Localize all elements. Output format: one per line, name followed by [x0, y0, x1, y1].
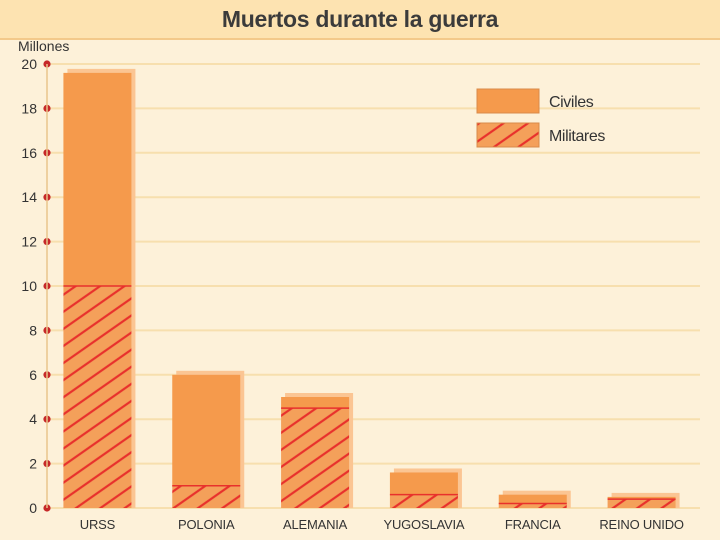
bar-chart: 0 2 4 6 8 10 12 14 16 18 20 URSS POLONIA ALEMANIA YUG…	[18, 40, 700, 532]
bar-militares-francia	[498, 503, 567, 508]
chart-header: Muertos durante la guerra	[0, 0, 720, 40]
y-axis-label: Millones	[18, 40, 69, 54]
y-tick-label: 12	[21, 234, 37, 250]
legend-label-militares: Militares	[549, 128, 605, 145]
bar-militares-alemania	[281, 408, 350, 508]
y-tick-label: 10	[21, 278, 37, 294]
x-category-label: REINO UNIDO	[599, 517, 684, 532]
grid-lines	[47, 63, 700, 509]
y-tick-label: 6	[29, 367, 37, 383]
x-category-label: ALEMANIA	[283, 517, 348, 532]
chart-title: Muertos durante la guerra	[221, 5, 499, 32]
y-tick-label: 2	[29, 456, 37, 472]
y-tick-label: 8	[29, 322, 37, 338]
y-tick-label: 18	[21, 100, 37, 116]
bar-civiles-polonia	[172, 374, 241, 486]
y-tick-label: 14	[21, 189, 37, 205]
bar-civiles-alemania	[281, 397, 350, 409]
bar-civiles-reino-unido	[607, 496, 676, 500]
legend-swatch-militares	[476, 122, 540, 148]
y-tick-label: 20	[21, 56, 37, 72]
bar-militares-polonia	[172, 485, 241, 508]
y-tick-label: 4	[29, 411, 37, 427]
legend: Civiles Militares	[476, 88, 606, 148]
legend-swatch-civiles	[476, 88, 540, 114]
bar-militares-reino-unido	[607, 499, 676, 508]
bar-civiles-urss	[63, 72, 132, 286]
x-category-label: YUGOSLAVIA	[383, 517, 464, 532]
bar-civiles-yugoslavia	[389, 472, 458, 495]
y-tick-label: 16	[21, 145, 37, 161]
y-axis: 0 2 4 6 8 10 12 14 16 18 20	[21, 56, 51, 516]
bars	[63, 68, 680, 508]
x-category-label: POLONIA	[178, 517, 235, 532]
bar-militares-urss	[63, 286, 132, 508]
bar-civiles-francia	[498, 494, 567, 504]
y-tick-label: 0	[29, 500, 37, 516]
bar-militares-yugoslavia	[389, 494, 458, 508]
x-axis: URSS POLONIA ALEMANIA YUGOSLAVIA FRANCIA REIN…	[80, 517, 684, 532]
x-category-label: FRANCIA	[505, 517, 561, 532]
x-category-label: URSS	[80, 517, 116, 532]
legend-label-civiles: Civiles	[549, 94, 594, 111]
